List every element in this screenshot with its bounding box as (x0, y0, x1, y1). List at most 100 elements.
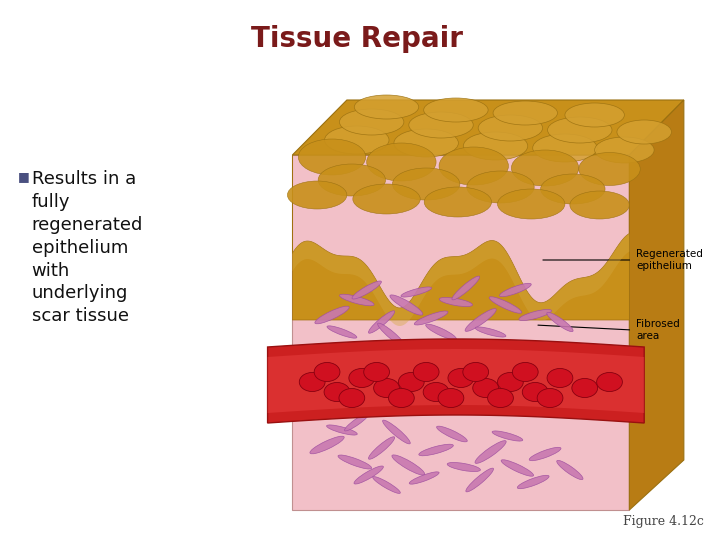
Ellipse shape (352, 281, 382, 299)
Ellipse shape (354, 466, 383, 484)
Ellipse shape (298, 139, 366, 175)
Ellipse shape (327, 425, 357, 435)
Ellipse shape (315, 306, 349, 324)
Ellipse shape (377, 323, 405, 347)
Ellipse shape (478, 115, 543, 141)
Ellipse shape (373, 477, 400, 494)
Ellipse shape (565, 103, 624, 127)
Ellipse shape (548, 117, 612, 143)
Ellipse shape (414, 311, 448, 325)
Ellipse shape (439, 147, 508, 185)
Ellipse shape (423, 382, 449, 402)
Ellipse shape (364, 362, 390, 381)
Ellipse shape (546, 312, 573, 332)
Ellipse shape (423, 98, 488, 122)
Ellipse shape (413, 362, 439, 381)
Ellipse shape (500, 284, 531, 296)
Text: Fibrosed
area: Fibrosed area (636, 319, 680, 341)
Ellipse shape (439, 298, 472, 307)
Ellipse shape (324, 382, 350, 402)
Ellipse shape (493, 101, 557, 125)
Ellipse shape (369, 437, 395, 459)
Polygon shape (292, 234, 629, 326)
Ellipse shape (398, 373, 424, 392)
Polygon shape (292, 155, 629, 320)
Ellipse shape (498, 189, 565, 219)
Ellipse shape (300, 373, 325, 392)
Ellipse shape (475, 327, 506, 337)
Ellipse shape (339, 109, 404, 135)
Ellipse shape (392, 168, 460, 200)
Ellipse shape (537, 388, 563, 408)
Ellipse shape (487, 388, 513, 408)
Ellipse shape (436, 426, 467, 442)
Ellipse shape (419, 444, 454, 456)
Ellipse shape (597, 373, 622, 392)
Ellipse shape (533, 134, 597, 162)
Ellipse shape (390, 295, 423, 315)
Ellipse shape (475, 441, 506, 463)
Ellipse shape (344, 413, 369, 431)
Ellipse shape (314, 362, 340, 381)
Ellipse shape (389, 388, 414, 408)
Polygon shape (292, 155, 629, 510)
Ellipse shape (409, 472, 439, 484)
Ellipse shape (452, 276, 480, 300)
Ellipse shape (338, 455, 372, 469)
Ellipse shape (473, 379, 498, 397)
Ellipse shape (522, 382, 548, 402)
Ellipse shape (349, 368, 374, 388)
Text: Regenerated
epithelium: Regenerated epithelium (636, 249, 703, 271)
Ellipse shape (409, 112, 473, 138)
Polygon shape (268, 349, 644, 413)
Ellipse shape (318, 164, 385, 196)
Ellipse shape (392, 455, 425, 475)
Text: Figure 4.12c: Figure 4.12c (623, 515, 703, 528)
Ellipse shape (595, 137, 654, 163)
Text: Tissue Repair: Tissue Repair (251, 25, 463, 53)
Ellipse shape (339, 388, 365, 408)
Ellipse shape (489, 297, 522, 313)
Ellipse shape (519, 309, 552, 321)
Ellipse shape (501, 460, 534, 476)
Ellipse shape (426, 324, 456, 340)
Ellipse shape (541, 174, 605, 204)
Ellipse shape (511, 150, 579, 186)
Polygon shape (292, 100, 684, 155)
Ellipse shape (547, 368, 573, 388)
Ellipse shape (448, 368, 474, 388)
Ellipse shape (325, 126, 389, 154)
Ellipse shape (492, 431, 523, 441)
Ellipse shape (354, 95, 419, 119)
Ellipse shape (464, 132, 528, 160)
Ellipse shape (465, 309, 496, 332)
Ellipse shape (467, 171, 534, 203)
Ellipse shape (366, 143, 436, 181)
Ellipse shape (513, 362, 538, 381)
Text: ■: ■ (18, 170, 30, 183)
Ellipse shape (572, 379, 598, 397)
Ellipse shape (424, 187, 492, 217)
Ellipse shape (369, 310, 395, 333)
Ellipse shape (340, 294, 374, 306)
Ellipse shape (438, 388, 464, 408)
Ellipse shape (570, 191, 629, 219)
Ellipse shape (463, 362, 489, 381)
Polygon shape (629, 100, 684, 510)
Polygon shape (268, 339, 644, 423)
Ellipse shape (529, 447, 561, 461)
Ellipse shape (498, 373, 523, 392)
Ellipse shape (466, 468, 493, 492)
Ellipse shape (447, 462, 480, 471)
Ellipse shape (579, 152, 640, 186)
Ellipse shape (394, 129, 459, 157)
Ellipse shape (310, 436, 344, 454)
Text: Results in a
fully
regenerated
epithelium
with
underlying
scar tissue: Results in a fully regenerated epitheliu… (32, 170, 143, 326)
Ellipse shape (557, 461, 583, 480)
Ellipse shape (617, 120, 672, 144)
Ellipse shape (382, 420, 410, 444)
Ellipse shape (353, 184, 420, 214)
Ellipse shape (401, 287, 431, 297)
Ellipse shape (327, 326, 357, 338)
Ellipse shape (287, 181, 347, 209)
